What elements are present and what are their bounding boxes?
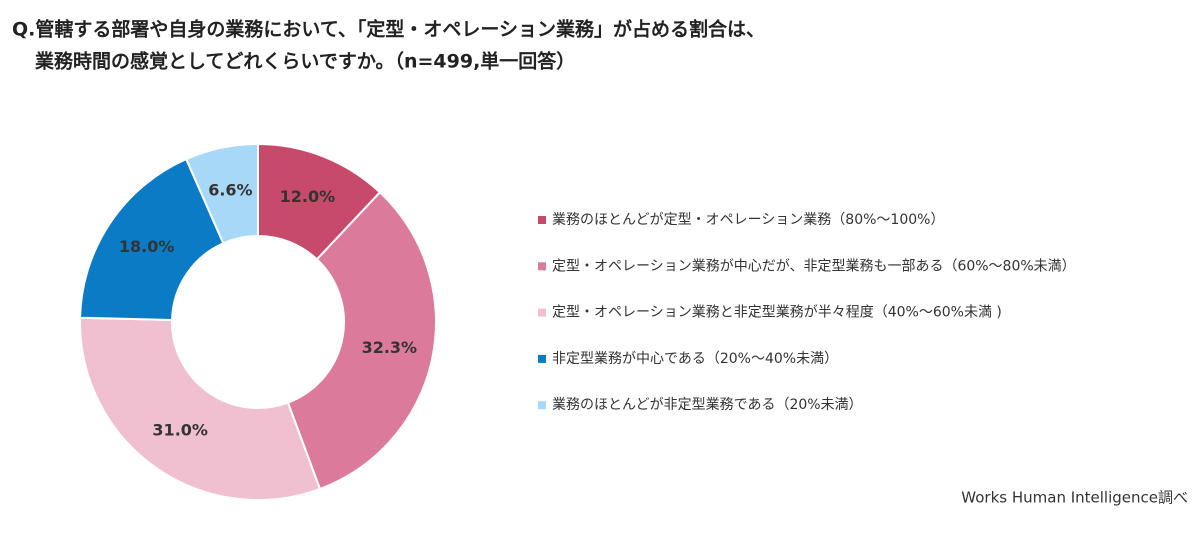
chart-title: Q.管轄する部署や自身の業務において、「定型・オペレーション業務」が占める割合は… xyxy=(12,18,765,41)
legend-label: 非定型業務が中心である（20%～40%未満） xyxy=(552,351,838,367)
value-label: 18.0% xyxy=(119,237,175,256)
legend-label: 定型・オペレーション業務と非定型業務が半々程度（40%～60%未満 ) xyxy=(552,305,1002,321)
source-note: Works Human Intelligence調べ xyxy=(961,489,1188,507)
legend-swatch xyxy=(538,401,546,410)
chart-subtitle: 業務時間の感覚としてどれくらいですか。（n=499,単一回答） xyxy=(34,50,575,73)
value-label: 31.0% xyxy=(152,421,208,440)
donut-slice xyxy=(79,157,225,321)
legend-swatch xyxy=(538,308,546,317)
legend-label: 定型・オペレーション業務が中心だが、非定型業務も一部ある（60%～80%未満） xyxy=(552,258,1076,274)
legend-swatch xyxy=(538,354,546,363)
donut-slice xyxy=(184,142,259,245)
donut-slice xyxy=(79,316,322,501)
legend-swatch xyxy=(538,216,546,224)
legend-label: 業務のほとんどが非定型業務である（20%未満） xyxy=(552,397,863,413)
donut-slice xyxy=(286,190,437,491)
legend-label: 業務のほとんどが定型・オペレーション業務（80%～100%） xyxy=(552,212,944,228)
value-label: 12.0% xyxy=(280,187,336,206)
legend-swatch xyxy=(538,262,546,271)
value-label: 32.3% xyxy=(362,338,418,357)
value-label: 6.6% xyxy=(208,180,252,199)
